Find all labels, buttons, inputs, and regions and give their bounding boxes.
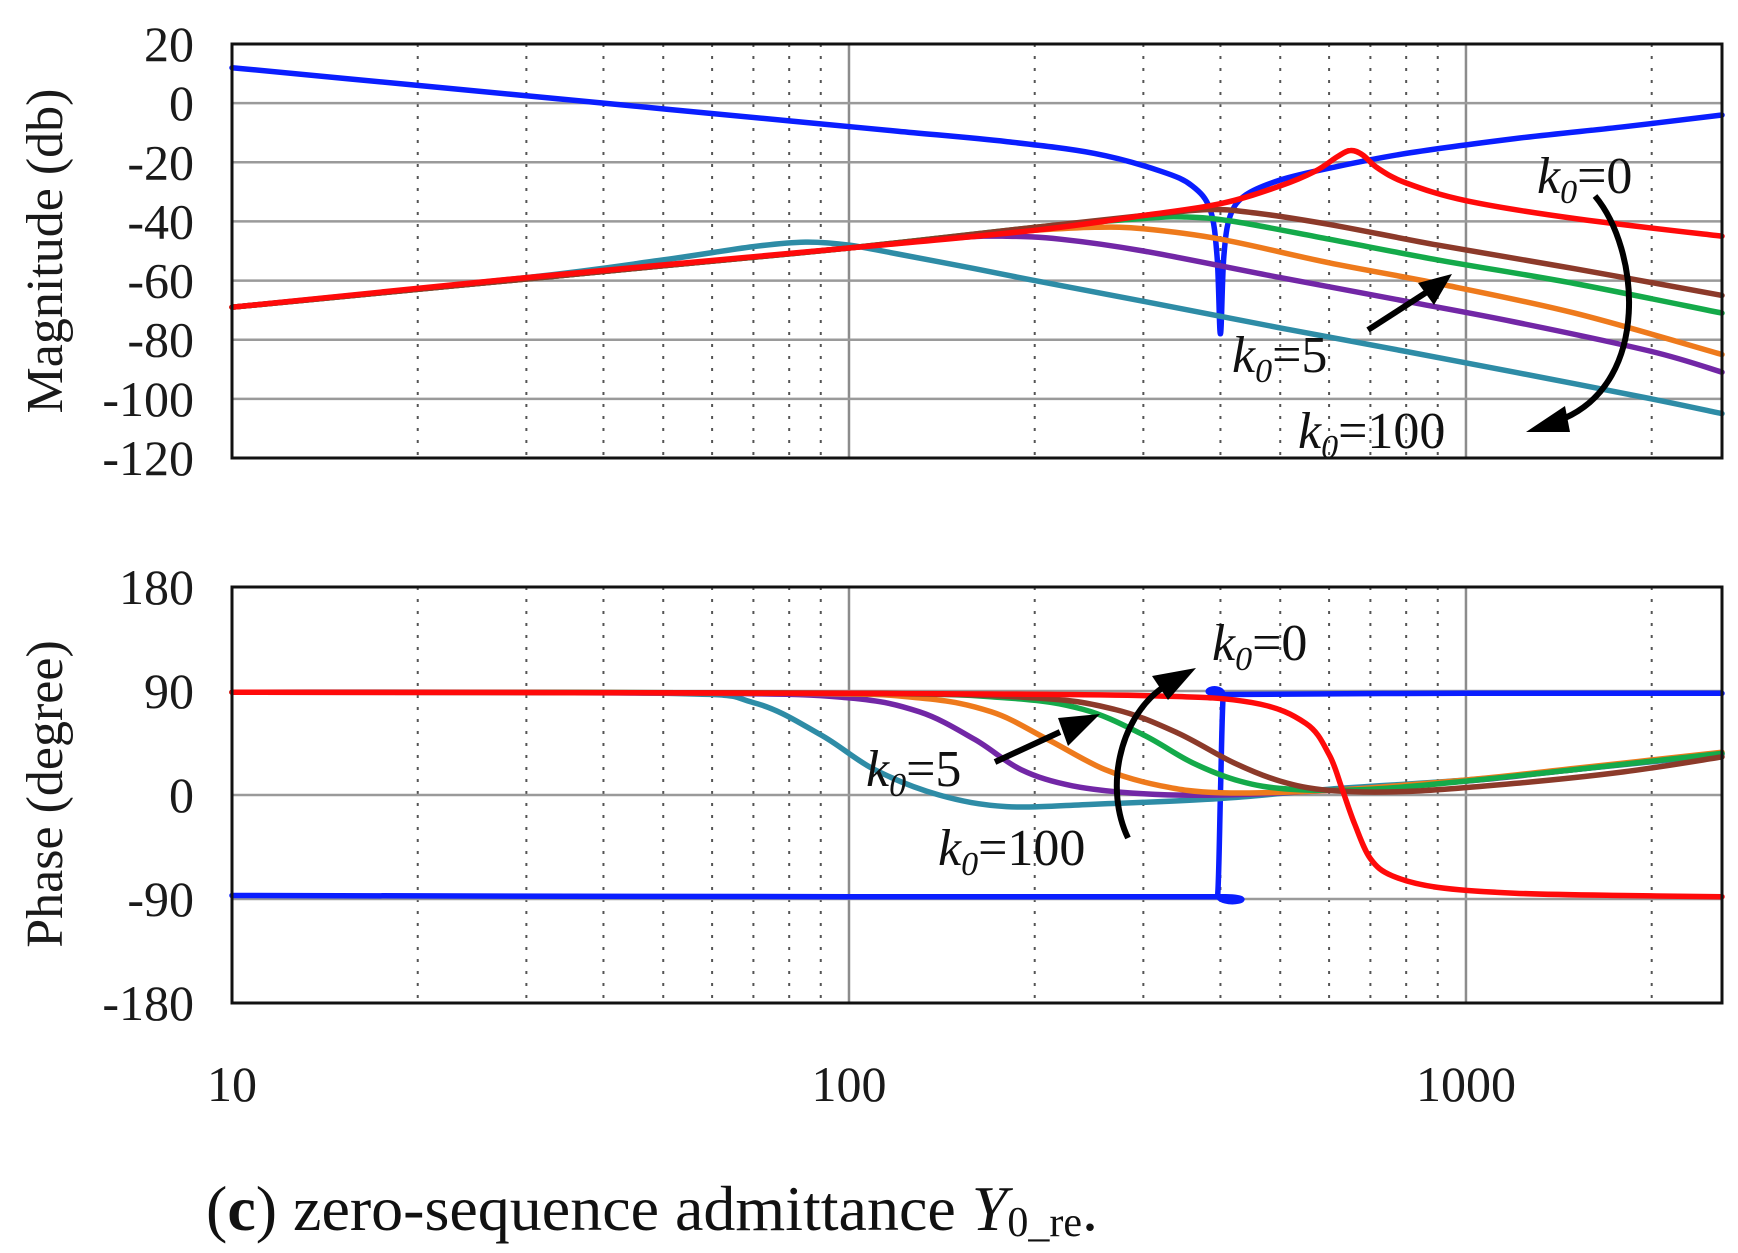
- magnitude-y-axis-label: Magnitude (db): [17, 89, 74, 414]
- magnitude-annotation-k0-100: k0=100: [1298, 403, 1445, 466]
- y-tick-label: -120: [102, 430, 194, 486]
- phase-y-axis-label: Phase (degree): [17, 640, 74, 948]
- magnitude-grid: [232, 44, 1722, 458]
- series-line-1: [229, 239, 1725, 417]
- y-tick-label: 180: [119, 559, 194, 615]
- magnitude-curves: [229, 64, 1725, 417]
- y-tick-label: -80: [127, 312, 194, 368]
- phase-y-tick-labels: 180 90 0 -90 -180: [102, 559, 194, 1031]
- phase-annotation-k0-5: k0=5: [866, 741, 961, 804]
- phase-grid: [232, 587, 1722, 1003]
- series-line-3: [229, 224, 1725, 358]
- y-tick-label: -90: [127, 871, 194, 927]
- y-tick-label: -100: [102, 371, 194, 427]
- phase-curves: [229, 686, 1725, 905]
- phase-axes-frame: [230, 585, 1724, 1005]
- series-line-0: [229, 686, 1725, 905]
- y-tick-label: -40: [127, 193, 194, 249]
- x-tick-label: 10: [207, 1056, 257, 1112]
- y-tick-label: 0: [169, 767, 194, 823]
- magnitude-arrow-curved: [1563, 194, 1632, 421]
- magnitude-y-tick-labels: 200-20-40-60-80-100-120: [102, 16, 194, 486]
- phase-panel: 180 90 0 -90 -180 10 100 1000 Phase (degree) k…: [17, 559, 1725, 1112]
- series-line-5: [229, 206, 1725, 310]
- series-line-6: [229, 689, 1725, 900]
- phase-arrow-to-k0-5: [993, 729, 1062, 765]
- magnitude-axes-frame: [230, 42, 1724, 460]
- phase-arrowhead-curved: [1152, 668, 1196, 700]
- series-line-0: [229, 64, 1725, 337]
- phase-arrow-curved: [1113, 685, 1164, 840]
- magnitude-arrowhead-k0-5: [1418, 274, 1452, 305]
- x-tick-label: 1000: [1416, 1056, 1516, 1112]
- x-tick-label: 100: [811, 1056, 886, 1112]
- y-tick-label: 90: [144, 663, 194, 719]
- phase-annotation-k0-0: k0=0: [1212, 615, 1307, 678]
- y-tick-label: 20: [144, 16, 194, 72]
- phase-annotation-k0-100: k0=100: [938, 820, 1085, 883]
- magnitude-annotation-k0-5: k0=5: [1232, 327, 1327, 390]
- series-line-6: [229, 147, 1725, 310]
- y-tick-label: -180: [102, 975, 194, 1031]
- phase-arrowhead-k0-5: [1058, 714, 1100, 746]
- magnitude-panel: 200-20-40-60-80-100-120 Magnitude (db) k…: [17, 16, 1725, 486]
- magnitude-arrow-to-k0-5: [1366, 287, 1432, 333]
- y-tick-label: -20: [127, 134, 194, 190]
- magnitude-annotation-k0-0: k0=0: [1537, 148, 1632, 211]
- figure-caption: (c) zero-sequence admittance Y0_re.: [206, 1173, 1098, 1246]
- x-tick-labels: 10 100 1000: [207, 1056, 1516, 1112]
- y-tick-label: -60: [127, 253, 194, 309]
- y-tick-label: 0: [169, 75, 194, 131]
- magnitude-arrowhead-curved: [1526, 406, 1570, 432]
